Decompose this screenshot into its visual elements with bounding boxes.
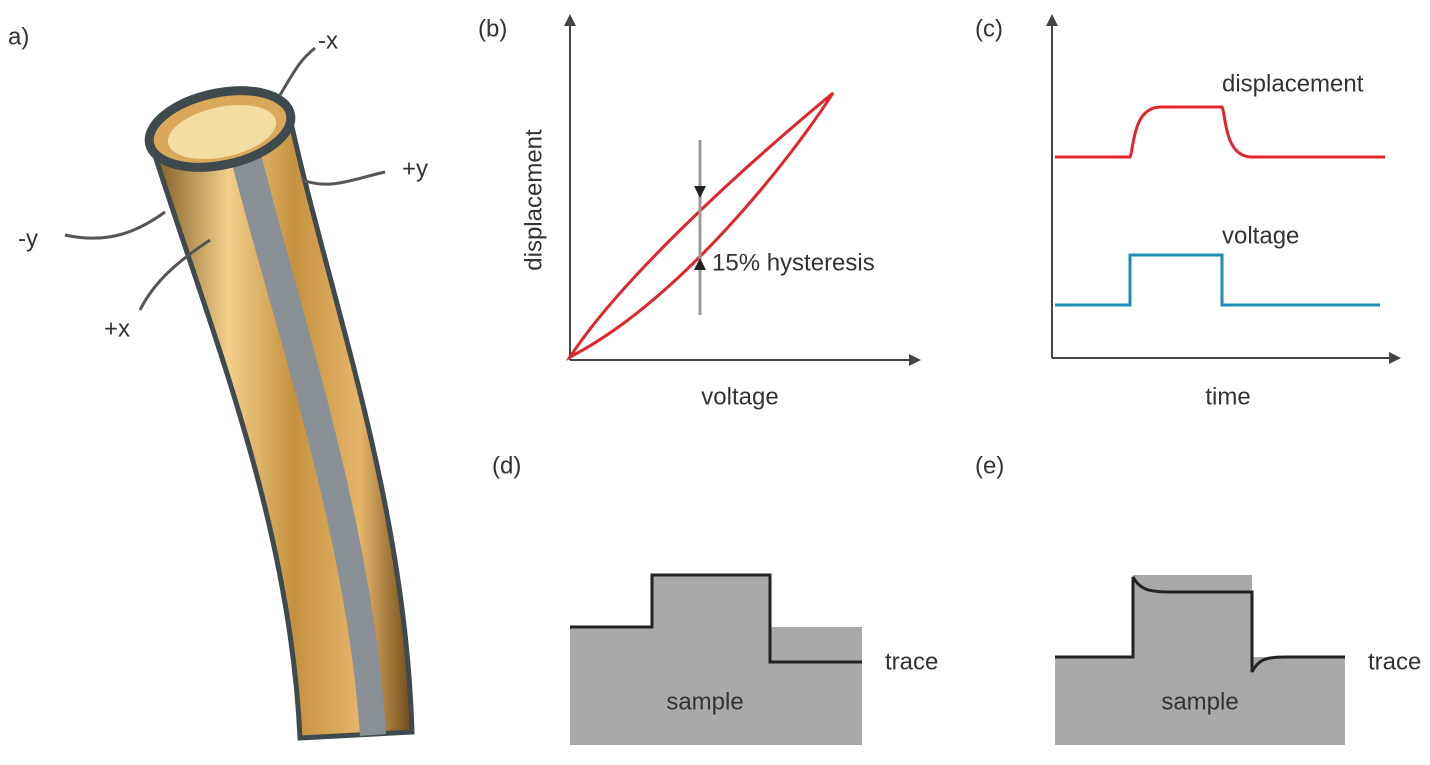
axis-label: -x (318, 27, 338, 54)
annotation: 15% hysteresis (712, 249, 875, 276)
sample (1055, 575, 1345, 745)
displacement-curve (1055, 107, 1385, 157)
curve-label: displacement (1222, 70, 1364, 97)
panel-b: (b) 15% hysteresis voltage displacement (478, 15, 915, 410)
panel-label: (e) (975, 452, 1004, 479)
panel-e: (e) trace sample (975, 452, 1421, 745)
x-axis-label: voltage (701, 383, 778, 410)
curve-label: voltage (1222, 222, 1299, 249)
panel-label: (b) (478, 15, 507, 42)
wire (65, 212, 165, 238)
axis-label: +y (402, 155, 428, 182)
panel-d: (d) trace sample (492, 452, 938, 745)
sample-label: sample (1161, 688, 1238, 715)
panel-label: a) (8, 23, 29, 50)
voltage-curve (1055, 255, 1380, 305)
figure: a) -x +y -y +x (b) 15% hysteresis voltag… (0, 0, 1430, 765)
wire (302, 172, 385, 184)
axis-label: -y (18, 225, 38, 252)
sample-label: sample (666, 688, 743, 715)
panel-label: (c) (975, 15, 1003, 42)
page: a) -x +y -y +x (b) 15% hysteresis voltag… (0, 0, 1430, 765)
x-axis-label: time (1205, 383, 1250, 410)
trace-label: trace (885, 648, 938, 675)
y-axis-label: displacement (520, 129, 547, 271)
panel-label: (d) (492, 452, 521, 479)
panel-c: (c) displacement voltage time (975, 15, 1395, 410)
wire (280, 48, 315, 95)
sample (570, 575, 862, 745)
panel-a: a) -x +y -y +x (8, 23, 428, 738)
trace-label: trace (1368, 648, 1421, 675)
axis-label: +x (104, 315, 130, 342)
